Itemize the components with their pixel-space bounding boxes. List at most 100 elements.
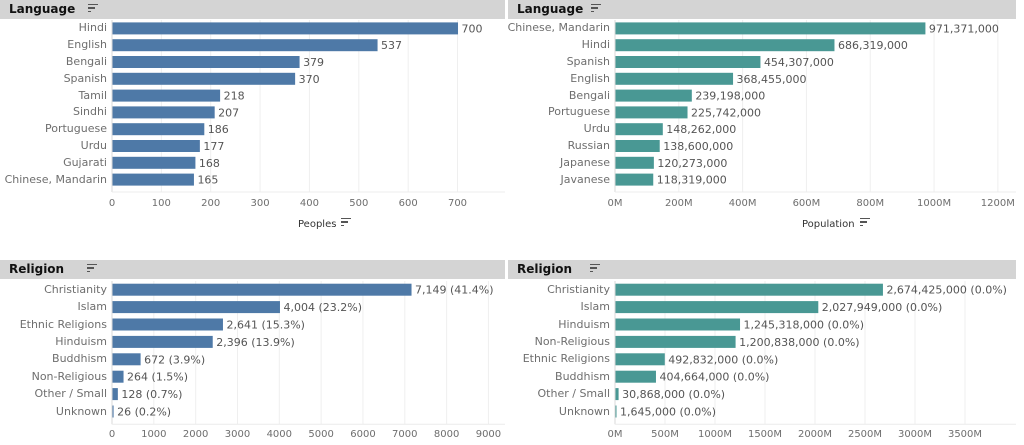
bar[interactable] [615, 156, 654, 169]
x-tick-label: 300 [250, 198, 270, 209]
x-tick-label: 200M [664, 198, 693, 209]
bar[interactable] [615, 353, 665, 366]
x-axis-title: Peoples [298, 217, 352, 230]
bar[interactable] [112, 106, 215, 119]
bar[interactable] [615, 388, 619, 401]
x-tick-label: 1000 [141, 429, 167, 440]
panel-header-title: Religion [9, 262, 65, 276]
bar[interactable] [112, 123, 205, 136]
bar-value-label: 368,455,000 [737, 73, 807, 86]
sort-icon[interactable] [590, 264, 600, 274]
bar[interactable] [615, 173, 654, 186]
x-tick-label: 3500M [947, 429, 983, 440]
bar[interactable] [112, 283, 412, 296]
category-label: Unknown [558, 404, 610, 418]
bar-value-label: 120,273,000 [657, 157, 727, 170]
bar[interactable] [112, 405, 114, 418]
x-tick-label: 500M [651, 429, 679, 440]
category-label: Islam [580, 300, 611, 314]
bar-value-label: 30,868,000 (0.0%) [622, 388, 725, 401]
bar[interactable] [615, 22, 926, 35]
category-label: Urdu [583, 122, 610, 136]
bar[interactable] [615, 72, 734, 85]
category-label: Hindi [78, 21, 107, 35]
bar[interactable] [615, 318, 741, 331]
category-label: Christianity [547, 282, 610, 296]
bar-value-label: 4,004 (23.2%) [283, 301, 362, 314]
bar-value-label: 404,664,000 (0.0%) [659, 371, 769, 384]
x-tick-label: 8000 [433, 429, 460, 440]
bar[interactable] [112, 156, 196, 169]
bar[interactable] [615, 283, 883, 296]
category-label: Javanese [560, 172, 610, 186]
bar[interactable] [112, 39, 378, 52]
bar[interactable] [112, 89, 221, 102]
bar[interactable] [112, 353, 141, 366]
category-label: Other / Small [537, 387, 610, 401]
panel-header-title: Religion [517, 262, 573, 276]
category-label: Buddhism [52, 352, 107, 366]
bar-value-label: 138,600,000 [663, 140, 733, 153]
x-tick-label: 6000 [350, 429, 376, 440]
x-tick-label: 3000M [897, 429, 933, 440]
bar-value-label: 186 [208, 123, 229, 136]
bar-value-label: 971,371,000 [929, 22, 999, 35]
bar-value-label: 2,396 (13.9%) [216, 336, 295, 349]
bar[interactable] [615, 370, 656, 383]
bar-value-label: 128 (0.7%) [121, 388, 182, 401]
category-label: Non-Religious [31, 369, 107, 383]
x-axis-title: Population [802, 217, 870, 230]
bar[interactable] [112, 388, 118, 401]
bar[interactable] [112, 301, 280, 314]
bar[interactable] [112, 140, 200, 152]
bar[interactable] [615, 140, 660, 152]
bar[interactable] [112, 335, 213, 348]
x-tick-label: 9000 [475, 429, 502, 440]
x-tick-label: 0M [607, 429, 623, 440]
bar[interactable] [615, 301, 819, 314]
bar[interactable] [615, 335, 736, 348]
x-tick-label: 1000M [917, 198, 952, 209]
sort-icon[interactable] [87, 264, 97, 274]
bar[interactable] [112, 318, 223, 331]
category-label: Hindi [581, 38, 610, 52]
bar[interactable] [112, 56, 300, 68]
x-tick-label: 0 [108, 198, 116, 209]
bar[interactable] [615, 123, 663, 136]
sort-icon[interactable] [341, 218, 352, 228]
sort-icon[interactable] [859, 218, 870, 228]
x-tick-label: 1200M [980, 198, 1015, 209]
bar[interactable] [615, 39, 835, 52]
bar-value-label: 168 [199, 157, 220, 170]
bar[interactable] [112, 22, 459, 35]
bar[interactable] [615, 89, 692, 102]
sort-icon[interactable] [88, 4, 98, 14]
x-tick-label: 800M [856, 198, 885, 209]
sort-icon[interactable] [591, 4, 601, 14]
bar[interactable] [615, 405, 617, 418]
x-tick-label: 400M [728, 198, 757, 209]
category-label: Japanese [560, 155, 610, 169]
category-label: Chinese, Mandarin [4, 172, 107, 186]
bar[interactable] [615, 106, 688, 119]
bar[interactable] [112, 370, 124, 383]
x-tick-label: 1500M [747, 429, 783, 440]
x-tick-label: 0 [108, 429, 116, 440]
x-tick-label: 2500M [847, 429, 883, 440]
bar-value-label: 207 [218, 106, 239, 119]
panel-header: Religion [508, 260, 1016, 279]
category-label: Tamil [78, 88, 107, 102]
category-label: Christianity [44, 282, 107, 296]
bar[interactable] [615, 56, 761, 68]
bar-value-label: 379 [303, 56, 324, 69]
category-label: Hinduism [558, 317, 610, 331]
bar[interactable] [112, 72, 296, 85]
category-label: Bengali [568, 88, 610, 102]
category-label: Gujarati [63, 155, 107, 169]
bar[interactable] [112, 173, 194, 186]
x-tick-label: 600 [398, 198, 418, 209]
x-tick-label: 5000 [308, 429, 334, 440]
category-label: Russian [567, 139, 610, 152]
x-tick-label: 500 [349, 198, 369, 209]
